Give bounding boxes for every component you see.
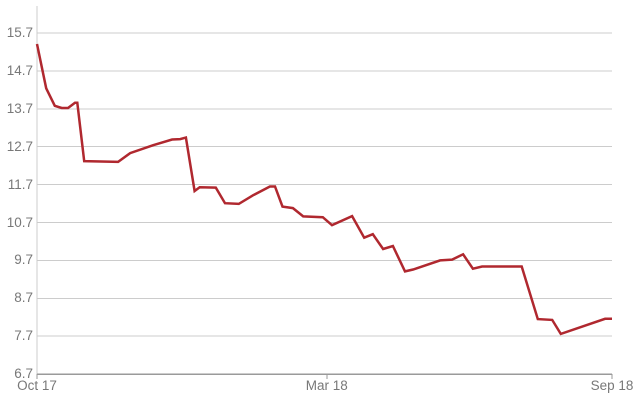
y-axis-tick-label: 12.7 <box>6 138 33 154</box>
y-axis-tick-label: 13.7 <box>6 100 33 116</box>
y-axis-tick-label: 11.7 <box>7 176 33 192</box>
y-axis-tick-label: 7.7 <box>14 328 33 344</box>
y-axis-tick-label: 10.7 <box>6 214 33 230</box>
y-axis-tick-label: 6.7 <box>14 366 33 382</box>
x-axis-tick-label: Mar 18 <box>305 378 348 394</box>
y-axis-tick-label: 14.7 <box>6 62 33 78</box>
price-line-series <box>35 43 612 336</box>
y-axis-tick-label: 9.7 <box>14 252 33 268</box>
x-axis-tick-label: Oct 17 <box>17 378 57 394</box>
y-axis-tick-label: 8.7 <box>14 290 33 306</box>
x-axis-tick-label: Sep 18 <box>590 378 634 394</box>
y-axis-tick-label: 15.7 <box>6 25 33 40</box>
